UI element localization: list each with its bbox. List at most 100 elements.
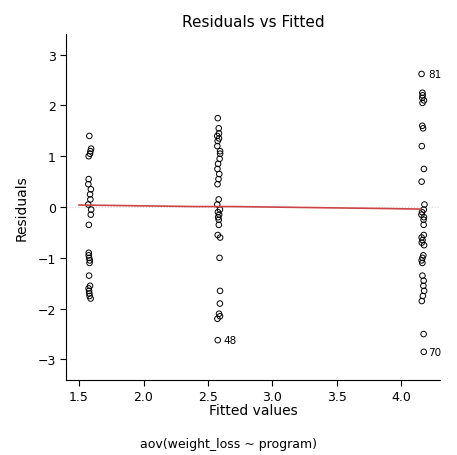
Point (215, 126, 223, 133)
Point (215, 222, 223, 229)
Point (420, 278, 427, 285)
Point (214, 209, 222, 216)
Point (214, 315, 221, 323)
Point (85, 202, 92, 209)
Point (418, 234, 425, 242)
Point (87, 295, 94, 303)
Point (86, 293, 93, 300)
Point (418, 71, 425, 78)
Point (420, 349, 427, 356)
Point (420, 288, 428, 295)
Point (215, 197, 222, 204)
Point (420, 232, 427, 239)
Point (86, 283, 94, 290)
Point (419, 273, 426, 280)
Point (86, 260, 93, 267)
Point (420, 166, 428, 173)
Point (418, 143, 425, 151)
Point (214, 337, 221, 344)
Point (214, 143, 221, 151)
Point (217, 234, 224, 242)
Point (215, 310, 223, 318)
Point (419, 123, 426, 130)
Point (420, 252, 427, 259)
Point (420, 283, 427, 290)
Point (87, 148, 94, 156)
Point (419, 100, 426, 107)
Point (85, 153, 92, 161)
Point (419, 260, 426, 267)
Point (421, 202, 428, 209)
Point (216, 288, 223, 295)
Point (87, 186, 95, 193)
Point (214, 115, 221, 122)
Point (85, 133, 93, 140)
Point (420, 242, 428, 249)
Point (420, 217, 427, 224)
Point (215, 131, 223, 138)
Point (213, 202, 221, 209)
Point (85, 288, 93, 295)
Point (214, 214, 222, 222)
Point (85, 285, 92, 293)
Point (85, 250, 92, 257)
Title: Residuals vs Fitted: Residuals vs Fitted (182, 15, 324, 30)
Point (88, 207, 95, 214)
Text: 81: 81 (428, 70, 441, 80)
Point (216, 212, 223, 219)
Text: aov(weight_loss ~ program): aov(weight_loss ~ program) (140, 437, 317, 450)
Point (419, 90, 426, 97)
Point (214, 181, 221, 188)
Point (86, 257, 94, 264)
Point (213, 133, 221, 140)
Point (216, 207, 223, 214)
Point (418, 298, 425, 305)
Point (418, 257, 425, 264)
Point (418, 179, 425, 186)
Point (85, 273, 93, 280)
Point (87, 146, 95, 153)
Point (216, 171, 223, 178)
Point (420, 214, 428, 222)
Point (419, 255, 426, 262)
Point (420, 331, 427, 338)
Point (419, 237, 426, 244)
Point (420, 207, 427, 214)
Point (419, 95, 426, 102)
Point (87, 212, 95, 219)
Point (85, 222, 92, 229)
Point (85, 176, 92, 183)
Point (86, 191, 94, 198)
Point (420, 222, 427, 229)
Point (216, 300, 223, 308)
Point (215, 217, 223, 224)
Point (216, 313, 223, 320)
Point (85, 290, 93, 298)
Point (418, 239, 425, 247)
Point (214, 138, 221, 145)
Point (217, 151, 224, 158)
Point (420, 97, 428, 105)
Point (215, 136, 223, 143)
Point (85, 252, 92, 259)
Point (86, 151, 94, 158)
Point (419, 92, 426, 100)
Point (217, 148, 224, 156)
Point (214, 166, 221, 173)
Point (216, 255, 223, 262)
Point (418, 212, 425, 219)
Point (214, 232, 221, 239)
Point (214, 161, 222, 168)
Point (216, 156, 223, 163)
Text: 70: 70 (428, 347, 441, 357)
Point (420, 126, 427, 133)
Point (85, 255, 93, 262)
X-axis label: Fitted values: Fitted values (209, 403, 298, 417)
Y-axis label: Residuals: Residuals (15, 175, 29, 240)
Point (215, 176, 222, 183)
Point (87, 197, 94, 204)
Point (418, 209, 425, 216)
Point (419, 293, 426, 300)
Point (85, 181, 92, 188)
Text: 48: 48 (224, 335, 237, 345)
